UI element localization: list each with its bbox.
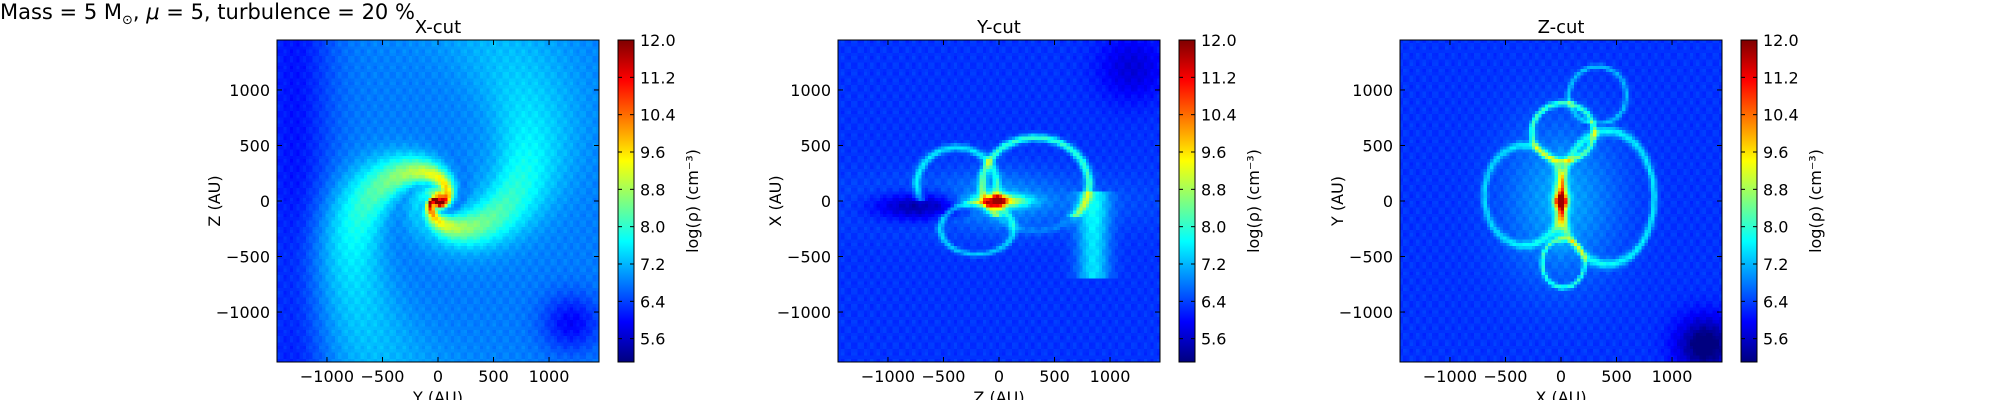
colorbar-tick-label: 8.0 [1763, 218, 1788, 237]
y-tick-label: 0 [1383, 192, 1393, 211]
x-tick-label: −1000 [300, 367, 354, 386]
panel-title: Y-cut [976, 17, 1021, 38]
panel-title: X-cut [415, 17, 461, 38]
colorbar-tick-label: 8.8 [1763, 180, 1788, 199]
colorbar-tick-label: 12.0 [640, 31, 676, 50]
colorbar-tick-label: 8.0 [640, 218, 665, 237]
colorbar-tick-label: 10.4 [1201, 106, 1237, 125]
colorbar: 5.6 6.4 7.2 8.0 8.8 9.6 10.4 11.2 12.0 log(ρ) (cm… [617, 31, 702, 363]
colorbar: 5.6 6.4 7.2 8.0 8.8 9.6 10.4 11.2 12.0 log(ρ) (cm… [1178, 31, 1263, 363]
colorbar: 5.6 6.4 7.2 8.0 8.8 9.6 10.4 11.2 12.0 log(ρ) (cm… [1740, 31, 1825, 363]
x-tick-label: 0 [1556, 367, 1566, 386]
y-tick-label: −500 [226, 248, 270, 267]
y-tick-label: 500 [800, 136, 831, 155]
panel-y-cut: Y-cut −1000 −500 0 500 1000 −1000 −500 0 500 1000 Z… [766, 17, 1263, 400]
colorbar-tick-label: 12.0 [1763, 31, 1799, 50]
y-tick-label: 1000 [1352, 81, 1393, 100]
figure-title-prefix: Mass = 5 M [0, 0, 122, 24]
density-heatmap [277, 40, 599, 362]
x-axis-label: X (AU) [1535, 388, 1586, 400]
y-tick-label: 0 [821, 192, 831, 211]
x-tick-label: 1000 [1652, 367, 1693, 386]
x-tick-label: 0 [433, 367, 443, 386]
colorbar-tick-label: 6.4 [1763, 292, 1788, 311]
colorbar-tick-label: 9.6 [640, 143, 665, 162]
x-tick-label: 0 [994, 367, 1004, 386]
colorbar-tick-label: 8.8 [1201, 180, 1226, 199]
x-tick-label: 1000 [529, 367, 570, 386]
y-tick-label: 1000 [229, 81, 270, 100]
figure-title: Mass = 5 M⊙, μ = 5, turbulence = 20 % [0, 0, 415, 28]
colorbar-tick-label: 7.2 [640, 255, 665, 274]
colorbar-tick-label: 7.2 [1763, 255, 1788, 274]
y-axis-label: X (AU) [766, 175, 785, 226]
y-tick-label: 1000 [790, 81, 831, 100]
colorbar-label: log(ρ) (cm⁻³) [683, 149, 702, 253]
figure-title-suffix: = 5, turbulence = 20 % [159, 0, 415, 24]
y-tick-label: −1000 [1339, 303, 1393, 322]
colorbar-gradient [1740, 39, 1758, 363]
colorbar-tick-label: 7.2 [1201, 255, 1226, 274]
colorbar-tick-label: 6.4 [1201, 292, 1226, 311]
x-tick-label: −500 [1484, 367, 1528, 386]
colorbar-tick-label: 5.6 [1763, 330, 1788, 349]
figure-title-mu: μ [146, 0, 160, 24]
panel-title: Z-cut [1538, 17, 1585, 38]
x-axis-label: Z (AU) [973, 388, 1024, 400]
colorbar-tick-label: 10.4 [1763, 106, 1799, 125]
colorbar-tick-label: 5.6 [1201, 330, 1226, 349]
colorbar-gradient [1178, 39, 1196, 363]
colorbar-tick-label: 9.6 [1201, 143, 1226, 162]
colorbar-tick-label: 12.0 [1201, 31, 1237, 50]
colorbar-tick-label: 5.6 [640, 330, 665, 349]
colorbar-tick-label: 10.4 [640, 106, 676, 125]
y-tick-label: 500 [239, 136, 270, 155]
colorbar-tick-label: 8.8 [640, 180, 665, 199]
x-tick-label: 500 [1039, 367, 1070, 386]
x-tick-label: 500 [1601, 367, 1632, 386]
y-tick-label: 500 [1362, 136, 1393, 155]
x-tick-label: −1000 [1423, 367, 1477, 386]
colorbar-tick-label: 11.2 [1763, 68, 1799, 87]
panel-x-cut: X-cut −1000 −500 0 500 1000 −1000 −500 0 500 1000 Y… [205, 17, 702, 400]
y-tick-label: −1000 [777, 303, 831, 322]
y-tick-label: −500 [1349, 248, 1393, 267]
density-heatmap [1400, 40, 1722, 362]
colorbar-gradient [617, 39, 635, 363]
y-axis-label: Y (AU) [1328, 176, 1347, 227]
density-heatmap [838, 40, 1160, 362]
figure-title-sun-symbol: ⊙ [121, 13, 133, 29]
colorbar-label: log(ρ) (cm⁻³) [1244, 149, 1263, 253]
x-tick-label: 1000 [1090, 367, 1131, 386]
panel-z-cut: Z-cut −1000 −500 0 500 1000 −1000 −500 0 500 1000 X… [1328, 17, 1825, 400]
y-tick-label: 0 [260, 192, 270, 211]
colorbar-tick-label: 11.2 [1201, 68, 1237, 87]
colorbar-tick-label: 11.2 [640, 68, 676, 87]
colorbar-tick-label: 9.6 [1763, 143, 1788, 162]
y-tick-label: −500 [787, 248, 831, 267]
x-tick-label: −1000 [861, 367, 915, 386]
x-tick-label: 500 [478, 367, 509, 386]
figure-title-sep: , [132, 0, 147, 24]
colorbar-tick-label: 8.0 [1201, 218, 1226, 237]
colorbar-label: log(ρ) (cm⁻³) [1806, 149, 1825, 253]
y-tick-label: −1000 [216, 303, 270, 322]
x-tick-label: −500 [922, 367, 966, 386]
colorbar-tick-label: 6.4 [640, 292, 665, 311]
y-axis-label: Z (AU) [205, 175, 224, 226]
x-axis-label: Y (AU) [412, 388, 463, 400]
x-tick-label: −500 [361, 367, 405, 386]
